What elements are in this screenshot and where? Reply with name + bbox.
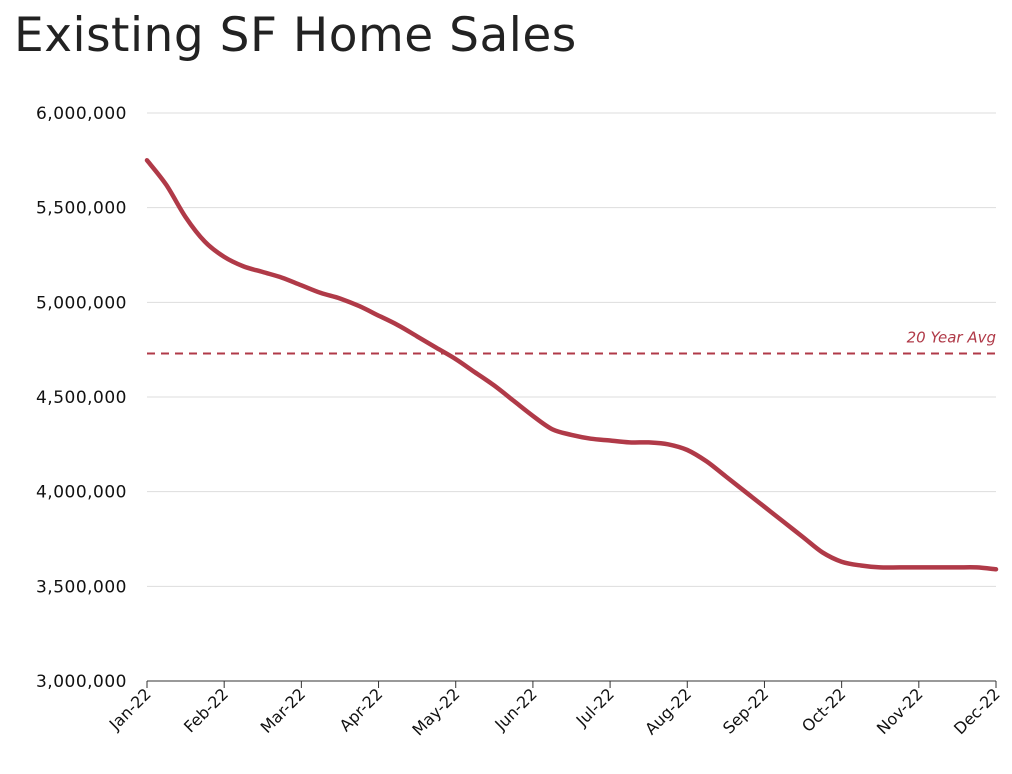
chart-title: Existing SF Home Sales [14,8,577,63]
y-tick-label: 5,000,000 [36,293,127,313]
y-tick-label: 4,500,000 [36,388,127,408]
y-tick-label: 3,000,000 [36,672,127,692]
x-tick-label: Mar-22 [257,684,310,737]
x-tick-label: Oct-22 [798,684,849,735]
y-tick-label: 3,500,000 [36,577,127,597]
reference-line-label: 20 Year Avg [907,328,996,346]
x-tick-label: Feb-22 [180,684,232,736]
series-group [144,158,999,572]
y-tick-label: 5,500,000 [36,199,127,219]
x-tick-label: Jul-22 [572,684,618,730]
x-tick-label: Dec-22 [950,684,1004,738]
x-tick-label: Jun-22 [490,684,540,734]
x-tick-label: May-22 [408,684,463,739]
x-tick-label: Nov-22 [873,684,927,738]
y-axis-tick-labels: 6,000,000 5,500,000 5,000,000 4,500,000 4,00… [36,104,127,692]
x-tick-label: Aug-22 [641,684,695,738]
series-line [144,158,999,572]
reference-line-group: 20 Year Avg [147,328,996,355]
gridlines [147,112,996,587]
x-tick-label: Apr-22 [336,684,387,735]
y-tick-label: 4,000,000 [36,483,127,503]
x-axis: Jan-22 Feb-22 Mar-22 Apr-22 May-22 Jun-22 Jul-… [105,680,1004,740]
x-tick-label: Sep-22 [719,684,772,737]
y-tick-label: 6,000,000 [36,104,127,124]
